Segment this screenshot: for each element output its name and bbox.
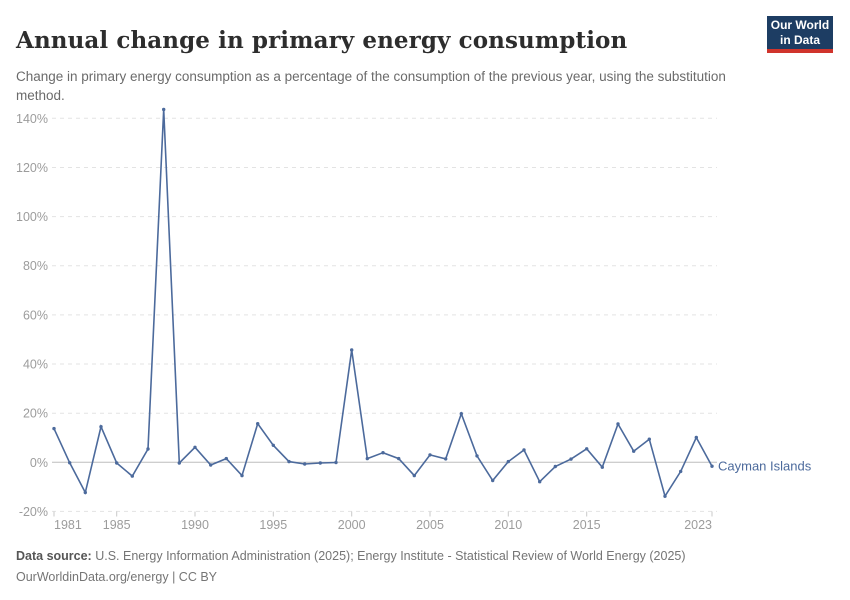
y-axis-label: 120% <box>16 161 48 175</box>
x-axis-label: 2000 <box>338 518 366 532</box>
data-point[interactable] <box>397 456 401 461</box>
y-axis-label: 20% <box>23 407 48 421</box>
data-point[interactable] <box>99 425 103 429</box>
data-point[interactable] <box>146 447 150 451</box>
data-point[interactable] <box>162 107 166 112</box>
data-point[interactable] <box>444 457 448 461</box>
x-axis-label: 1995 <box>259 518 287 532</box>
y-axis-label: 80% <box>23 259 48 273</box>
chart-footer: Data source: U.S. Energy Information Adm… <box>16 546 836 588</box>
data-point[interactable] <box>115 461 119 465</box>
x-axis-label: 1981 <box>54 518 82 532</box>
data-point[interactable] <box>412 473 416 478</box>
x-axis-label: 2023 <box>684 518 712 532</box>
data-point[interactable] <box>710 464 714 468</box>
data-point[interactable] <box>256 422 260 426</box>
data-point[interactable] <box>318 461 322 465</box>
data-point[interactable] <box>459 412 463 416</box>
y-axis-label: 60% <box>23 308 48 322</box>
data-source-line: Data source: U.S. Energy Information Adm… <box>16 546 836 567</box>
data-point[interactable] <box>334 460 338 465</box>
data-point[interactable] <box>694 435 698 440</box>
y-axis-label: 40% <box>23 358 48 372</box>
data-point[interactable] <box>303 462 307 466</box>
data-point[interactable] <box>679 469 683 474</box>
data-point[interactable] <box>506 459 510 464</box>
data-point[interactable] <box>193 445 197 449</box>
x-axis-label: 2015 <box>573 518 601 532</box>
page-title: Annual change in primary energy consumpt… <box>16 27 628 55</box>
data-point[interactable] <box>365 456 369 461</box>
data-point[interactable] <box>600 465 604 469</box>
data-point[interactable] <box>224 456 228 461</box>
y-axis-label: -20% <box>19 505 48 519</box>
owid-logo[interactable]: Our World in Data <box>767 16 833 53</box>
x-axis-label: 2005 <box>416 518 444 532</box>
entity-label[interactable]: Cayman Islands <box>718 459 812 474</box>
data-point[interactable] <box>83 490 88 495</box>
data-point[interactable] <box>428 453 432 457</box>
data-point[interactable] <box>647 437 651 441</box>
x-axis-label: 1990 <box>181 518 209 532</box>
y-axis-label: 140% <box>16 112 48 126</box>
data-point[interactable] <box>68 461 72 465</box>
data-point[interactable] <box>585 447 589 451</box>
data-point[interactable] <box>350 348 354 352</box>
data-point[interactable] <box>553 464 557 469</box>
data-source-text: U.S. Energy Information Administration (… <box>91 549 686 563</box>
data-point[interactable] <box>209 463 213 467</box>
data-point[interactable] <box>287 459 291 464</box>
data-point[interactable] <box>632 449 636 453</box>
owid-logo-line1: Our World <box>770 18 830 32</box>
data-point[interactable] <box>522 448 526 452</box>
chart-subtitle: Change in primary energy consumption as … <box>16 68 726 103</box>
data-point[interactable] <box>177 461 181 465</box>
y-axis-label: 100% <box>16 210 48 224</box>
data-point[interactable] <box>130 474 134 478</box>
data-point[interactable] <box>663 494 667 498</box>
owid-logo-line2: in Data <box>779 33 820 47</box>
data-point[interactable] <box>616 422 620 426</box>
y-axis-label: 0% <box>30 456 48 470</box>
data-point[interactable] <box>52 426 56 431</box>
data-point[interactable] <box>271 443 275 447</box>
x-axis-label: 1985 <box>103 518 131 532</box>
data-point[interactable] <box>569 457 573 461</box>
data-point[interactable] <box>491 478 495 483</box>
data-point[interactable] <box>538 480 542 484</box>
license-line[interactable]: OurWorldinData.org/energy | CC BY <box>16 570 218 584</box>
data-point[interactable] <box>475 454 479 458</box>
data-point[interactable] <box>381 451 385 455</box>
x-axis-label: 2010 <box>494 518 522 532</box>
data-point[interactable] <box>240 473 244 478</box>
data-source-label: Data source: <box>16 549 92 563</box>
